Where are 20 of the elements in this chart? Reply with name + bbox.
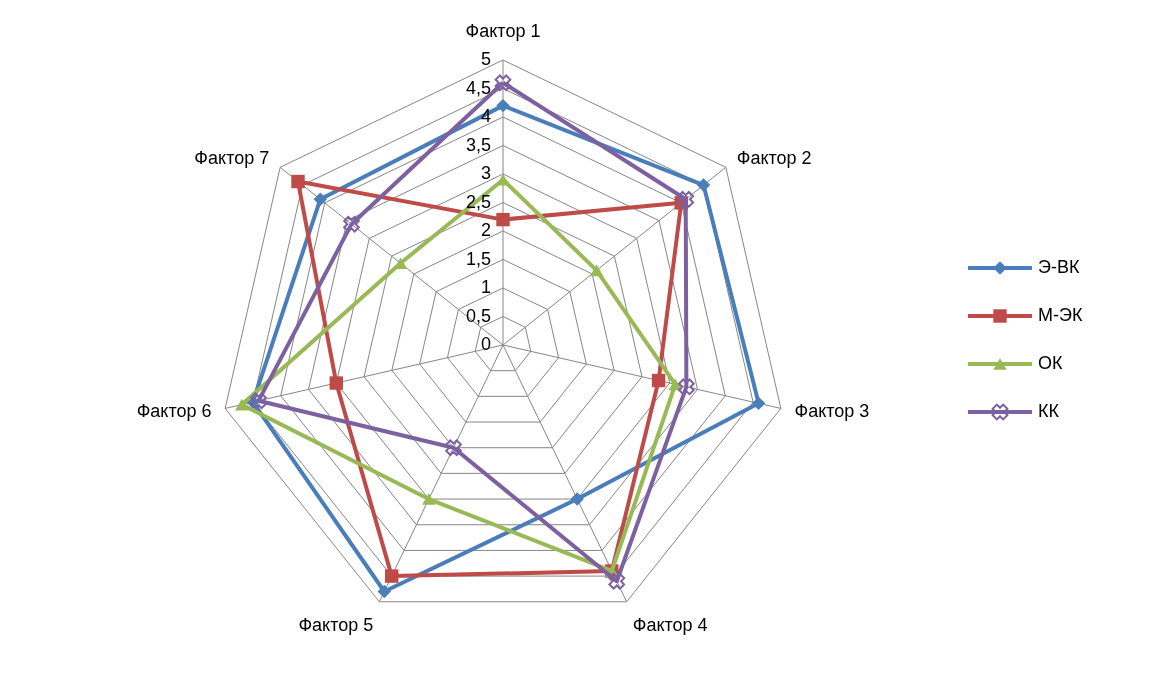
y-tick-label: 1 (480, 277, 491, 297)
y-tick-label: 0,5 (465, 305, 491, 326)
spoke-label: Фактор 3 (794, 400, 870, 421)
y-tick-label: 1,5 (465, 248, 491, 269)
spoke-label: Фактор 7 (194, 147, 270, 168)
y-tick-label: 3,5 (465, 134, 491, 155)
legend-label: ОК (1038, 353, 1063, 373)
y-tick-label: 5 (480, 49, 491, 69)
spoke-label: Фактор 6 (136, 400, 212, 421)
spoke-label: Фактор 1 (465, 21, 541, 41)
y-tick-label: 3 (480, 163, 491, 183)
legend-label: Э-ВК (1038, 257, 1080, 277)
legend-label: КК (1038, 401, 1060, 421)
spoke-label: Фактор 2 (736, 147, 812, 168)
y-tick-label: 0 (480, 334, 491, 354)
legend-label: М-ЭК (1038, 305, 1083, 325)
spoke-label: Фактор 5 (298, 615, 374, 636)
y-tick-label: 2 (480, 220, 491, 240)
y-tick-label: 4,5 (465, 77, 491, 98)
spoke-label: Фактор 4 (632, 615, 708, 636)
